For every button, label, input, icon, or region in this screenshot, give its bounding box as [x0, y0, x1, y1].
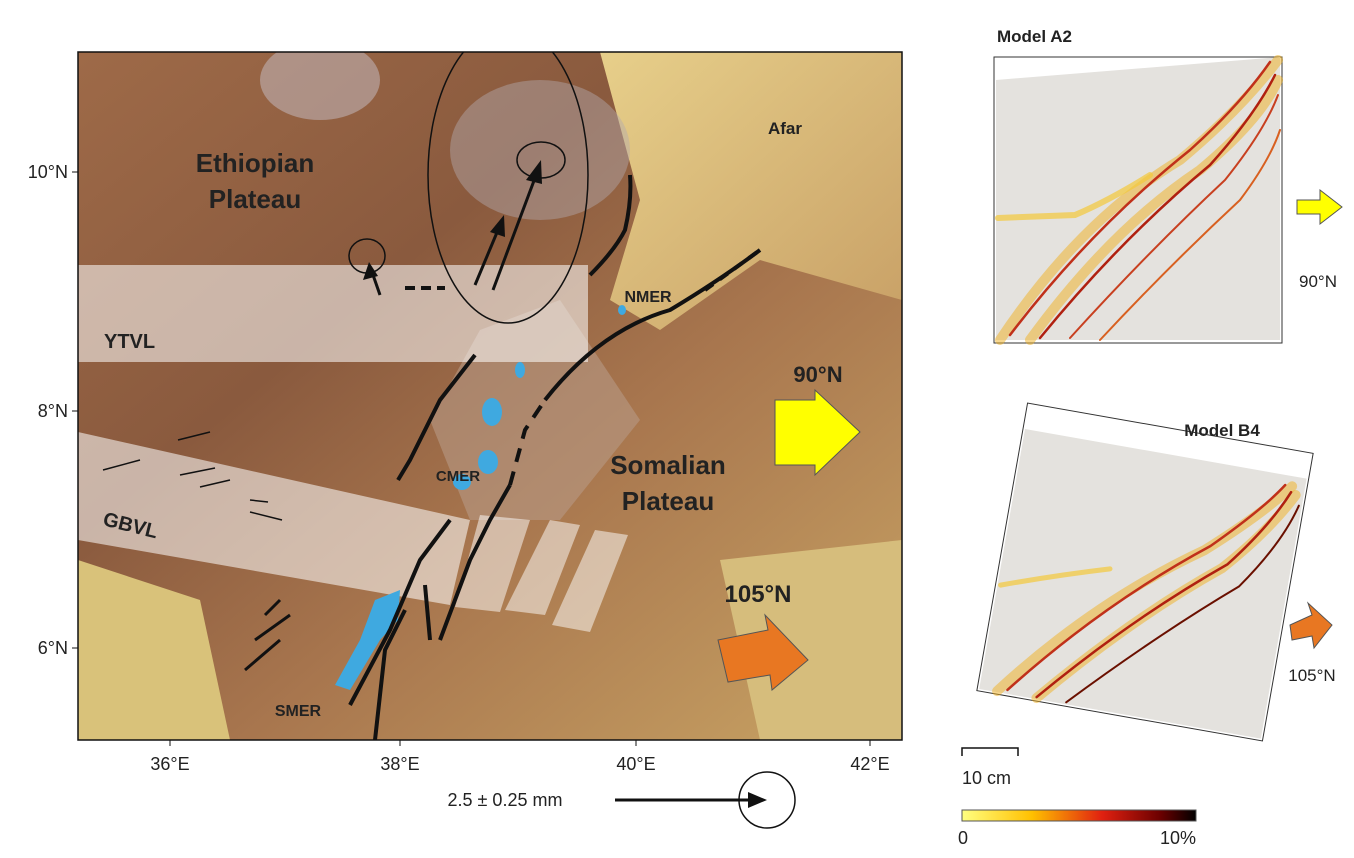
model-title: Model A2	[997, 27, 1072, 46]
arrow-label: 90°N	[793, 362, 842, 387]
lake	[618, 305, 626, 315]
highland	[450, 80, 630, 220]
lat-label: 8°N	[38, 401, 68, 421]
lat-labels: 10°N 8°N 6°N	[28, 162, 68, 658]
direction-arrow-105	[1290, 603, 1332, 648]
model-title: Model B4	[1184, 421, 1260, 440]
colorbar-min: 0	[958, 828, 968, 848]
colorbar	[962, 810, 1196, 821]
region-label: SMER	[275, 703, 322, 720]
lake	[478, 450, 498, 474]
model-direction: 105°N	[1288, 666, 1335, 685]
colorbar-max: 10%	[1160, 828, 1196, 848]
lat-label: 10°N	[28, 162, 68, 182]
region-label: Ethiopian	[196, 148, 314, 178]
scale-bar	[962, 748, 1018, 756]
region-label: NMER	[624, 289, 672, 306]
scale-bar-label: 10 cm	[962, 768, 1011, 788]
direction-arrow-90	[1297, 190, 1342, 224]
lon-label: 40°E	[616, 754, 655, 774]
arrow-head	[748, 792, 767, 808]
region-label: YTVL	[104, 331, 155, 353]
lat-label: 6°N	[38, 638, 68, 658]
lon-label: 38°E	[380, 754, 419, 774]
region-label: Somalian	[610, 450, 726, 480]
region-label: CMER	[436, 468, 480, 485]
lon-label: 36°E	[150, 754, 189, 774]
gps-scale-label: 2.5 ± 0.25 mm	[448, 790, 563, 810]
region-label: Afar	[768, 119, 802, 138]
arrow-label: 105°N	[725, 581, 792, 608]
region-label: Plateau	[209, 184, 302, 214]
figure: 10°N 8°N 6°N 36°E 38°E 40°E 42°E Ethiopi…	[0, 0, 1354, 853]
lon-labels: 36°E 38°E 40°E 42°E	[150, 754, 889, 774]
region-label: Plateau	[622, 486, 715, 516]
model-b4	[977, 403, 1313, 741]
model-direction: 90°N	[1299, 272, 1337, 291]
lon-label: 42°E	[850, 754, 889, 774]
lake	[482, 398, 502, 426]
lake	[515, 362, 525, 378]
model-a2	[994, 57, 1282, 343]
